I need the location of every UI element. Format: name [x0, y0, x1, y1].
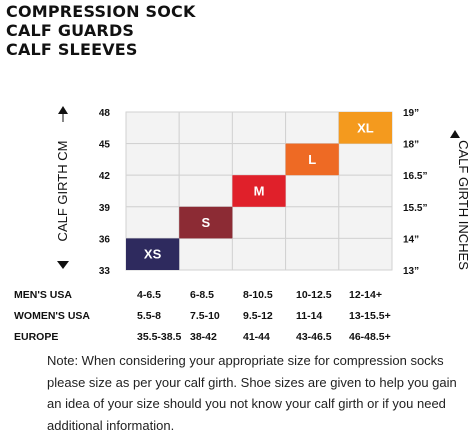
left-axis-arrow-up — [58, 106, 68, 114]
left-tick-label: 42 — [99, 171, 111, 182]
grid-cell — [338, 206, 393, 239]
size-chart: XS S M L XL 48 45 42 39 36 33 19” 18” 16.5” 15.5” 14”… — [55, 106, 471, 277]
right-axis: CALF GIRTH INCHES — [450, 130, 471, 270]
shoe-size-table: MEN'S USA 4-6.5 6-8.5 8-10.5 10-12.5 12-14+ WO… — [14, 284, 402, 347]
shoe-size-cell: 4-6.5 — [137, 288, 161, 301]
title-line: CALF SLEEVES — [6, 40, 138, 59]
grid-cell — [231, 206, 287, 239]
size-label: XS — [144, 247, 162, 262]
left-axis: CALF GIRTH CM — [55, 106, 70, 269]
grid-cell — [178, 174, 233, 208]
right-axis-label: CALF GIRTH INCHES — [456, 140, 471, 270]
left-tick-label: 48 — [99, 108, 111, 119]
shoe-size-cell: 13-15.5+ — [349, 309, 391, 322]
grid-cell — [125, 206, 180, 239]
grid-cell — [231, 111, 287, 145]
left-tick-label: 36 — [99, 234, 111, 245]
shoe-size-cell: 7.5-10 — [190, 309, 220, 322]
chart-grid — [125, 111, 393, 271]
size-label: M — [254, 184, 265, 199]
grid-cell — [285, 206, 340, 239]
right-tick-label: 16.5” — [403, 171, 427, 182]
grid-cell — [285, 237, 340, 271]
left-tick-label: 45 — [99, 140, 111, 151]
shoe-size-cell: 6-8.5 — [190, 288, 214, 301]
grid-cell — [285, 111, 340, 145]
shoe-size-row: EUROPE 35.5-38.5 38-42 41-44 43-46.5 46-48.5+ — [14, 326, 402, 347]
shoe-size-row-label: WOMEN'S USA — [14, 309, 90, 322]
left-tick-label: 33 — [99, 266, 111, 277]
shoe-size-row-label: MEN'S USA — [14, 288, 72, 301]
grid-cell — [338, 237, 393, 271]
size-box-m — [232, 175, 286, 207]
shoe-size-cell: 43-46.5 — [296, 330, 332, 343]
size-label: XL — [357, 120, 374, 135]
right-tick-label: 14” — [403, 234, 419, 245]
shoe-size-cell: 38-42 — [190, 330, 217, 343]
grid-cell — [231, 237, 287, 271]
shoe-size-cell: 5.5-8 — [137, 309, 161, 322]
right-axis-ticks: 19” 18” 16.5” 15.5” 14” 13” — [403, 108, 427, 277]
shoe-size-row: MEN'S USA 4-6.5 6-8.5 8-10.5 10-12.5 12-14+ — [14, 284, 402, 305]
right-tick-label: 15.5” — [403, 203, 427, 214]
shoe-size-cell: 9.5-12 — [243, 309, 273, 322]
shoe-size-cell: 41-44 — [243, 330, 270, 343]
size-box-xs — [126, 238, 180, 270]
left-axis-label: CALF GIRTH CM — [55, 141, 70, 242]
grid-cell — [178, 111, 233, 145]
grid-cell — [338, 143, 393, 176]
grid-cell — [125, 174, 180, 208]
shoe-size-cell: 10-12.5 — [296, 288, 332, 301]
right-axis-arrow-up — [450, 130, 460, 138]
right-tick-label: 18” — [403, 140, 419, 151]
grid-cell — [178, 143, 233, 176]
right-tick-label: 19” — [403, 108, 419, 119]
left-axis-ticks: 48 45 42 39 36 33 — [99, 108, 111, 277]
size-label: S — [201, 215, 210, 230]
shoe-size-cell: 12-14+ — [349, 288, 382, 301]
shoe-size-row-label: EUROPE — [14, 330, 59, 343]
grid-cell — [178, 237, 233, 271]
note-text: Note: When considering your appropriate … — [47, 353, 457, 433]
left-tick-label: 39 — [99, 203, 111, 214]
left-axis-arrow-down — [57, 261, 69, 269]
chart-title: COMPRESSION SOCK CALF GUARDS CALF SLEEVE… — [6, 2, 196, 59]
shoe-size-cell: 8-10.5 — [243, 288, 273, 301]
title-line: COMPRESSION SOCK — [6, 2, 196, 21]
size-box-s — [179, 206, 233, 239]
grid-cell — [125, 111, 180, 145]
grid-cell — [285, 174, 340, 208]
size-box-xl — [338, 112, 392, 144]
grid-cell — [125, 143, 180, 176]
shoe-size-row: WOMEN'S USA 5.5-8 7.5-10 9.5-12 11-14 13-15.5… — [14, 305, 402, 326]
shoe-size-cell: 35.5-38.5 — [137, 330, 182, 343]
shoe-size-cell: 46-48.5+ — [349, 330, 391, 343]
size-label: L — [308, 152, 316, 167]
right-tick-label: 13” — [403, 266, 419, 277]
size-boxes: XS S M L XL — [126, 112, 392, 270]
grid-cell — [338, 174, 393, 208]
title-line: CALF GUARDS — [6, 21, 135, 40]
grid-cell — [231, 143, 287, 176]
shoe-size-cell: 11-14 — [296, 309, 323, 322]
size-box-l — [285, 143, 339, 176]
